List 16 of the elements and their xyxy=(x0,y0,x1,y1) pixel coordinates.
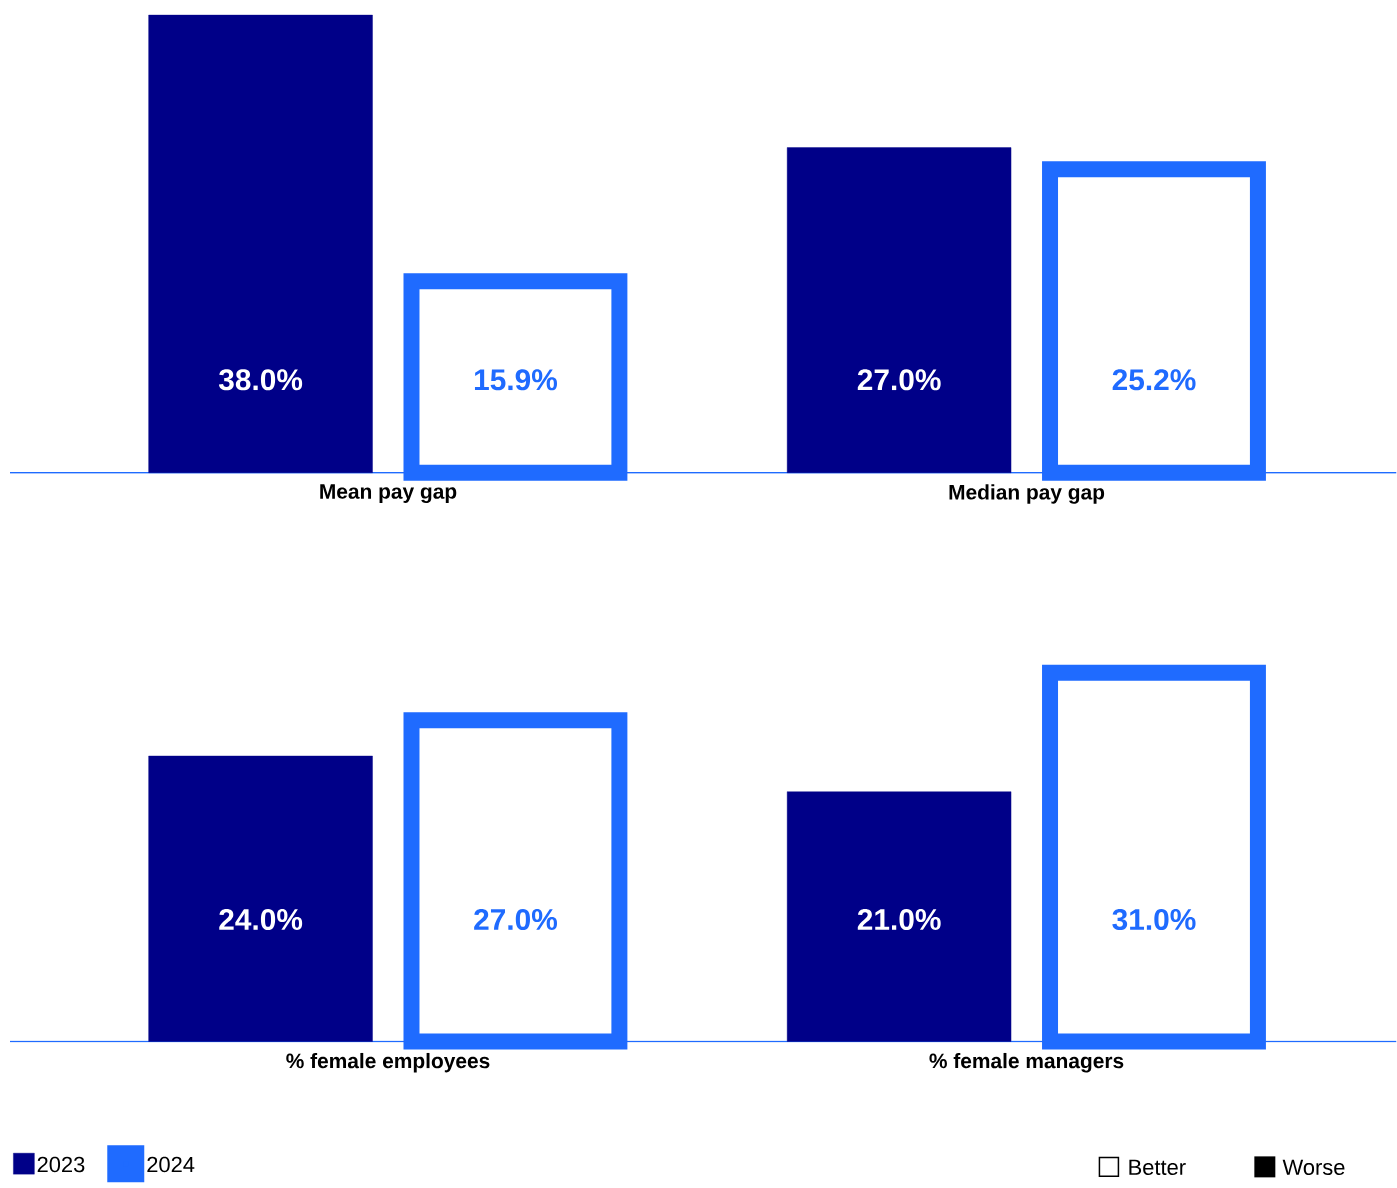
data-label: 27.0% xyxy=(474,908,558,930)
text: Worse xyxy=(1282,1159,1345,1175)
data-label: 27.0% xyxy=(857,369,941,391)
x-tick-label: % female managers xyxy=(929,1052,1124,1073)
x-tick-label: Mean pay gap xyxy=(320,484,457,503)
data-label: 21.0% xyxy=(857,908,941,930)
text: Better xyxy=(1129,1159,1186,1175)
legend-label: 2024 xyxy=(147,1156,195,1173)
legend-label: 2023 xyxy=(37,1156,85,1173)
data-label: 31.0% xyxy=(1112,908,1196,930)
x-tick-label: % female employees xyxy=(286,1052,490,1073)
x-tick-label: Median pay gap xyxy=(949,484,1105,504)
data-label: 38.0% xyxy=(218,369,303,391)
data-label: 15.9% xyxy=(474,369,558,391)
data-label: 25.2% xyxy=(1112,369,1196,391)
data-label: 24.0% xyxy=(219,908,303,930)
